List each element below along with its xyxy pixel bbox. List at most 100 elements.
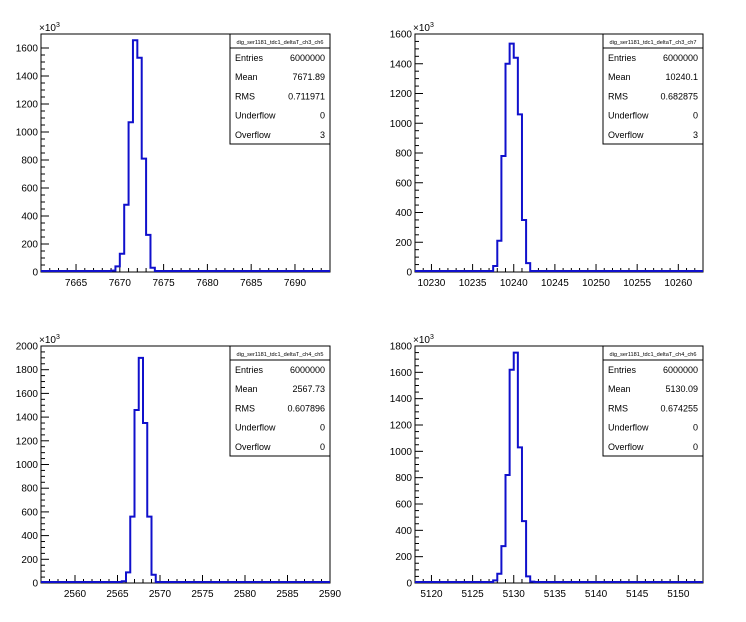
histogram-bin: [510, 44, 514, 272]
stats-value: 10240.1: [665, 72, 698, 82]
stats-label: Entries: [608, 365, 637, 375]
stats-label: Overflow: [235, 130, 271, 140]
histogram-bin: [497, 241, 501, 272]
x-tick-label: 10235: [459, 278, 487, 289]
y-tick-label: 800: [21, 156, 38, 167]
y-tick-label: 400: [395, 526, 412, 537]
stats-label: Underflow: [235, 423, 276, 433]
y-tick-label: 0: [32, 579, 38, 590]
histogram-bin: [130, 517, 134, 583]
histogram-bin: [126, 572, 130, 583]
y-tick-label: 1200: [390, 421, 413, 432]
x-tick-label: 5120: [420, 589, 443, 600]
x-tick-label: 7670: [109, 278, 132, 289]
y-tick-label: 400: [395, 208, 412, 219]
x-tick-label: 5125: [461, 589, 484, 600]
y-tick-label: 1400: [390, 394, 413, 405]
stats-histogram-name: dig_ser1181_tdc1_deltaT_ch4_ch5: [237, 352, 324, 358]
x-tick-label: 2575: [191, 589, 214, 600]
histogram-bin: [530, 582, 534, 583]
histogram-bin: [514, 58, 518, 272]
x-tick-label: 2560: [64, 589, 87, 600]
stats-value: 0.607896: [287, 403, 325, 413]
histogram-bin: [522, 521, 526, 583]
x-tick-label: 5145: [626, 589, 649, 600]
histogram-bin: [139, 358, 143, 583]
y-tick-label: 200: [21, 555, 38, 566]
stats-value: 0.711971: [288, 91, 325, 101]
histogram-bin: [518, 447, 522, 583]
stats-label: RMS: [235, 91, 255, 101]
stats-box: dig_ser1181_tdc1_deltaT_ch3_ch7 Entries 60…: [602, 33, 704, 145]
stats-label: Mean: [608, 72, 631, 82]
stats-value: 0: [693, 423, 698, 433]
histogram-bin: [135, 410, 139, 583]
stats-label: Mean: [235, 72, 258, 82]
y-tick-label: 1400: [390, 59, 413, 70]
stats-value: 2567.73: [292, 384, 325, 394]
y-exponent-label: ×103: [39, 22, 60, 34]
histogram-bin: [501, 156, 505, 272]
x-tick-label: 5130: [503, 589, 526, 600]
histogram-bin: [501, 546, 505, 583]
stats-box: dig_ser1181_tdc1_deltaT_ch4_ch5 Entries 60…: [229, 345, 331, 457]
y-tick-label: 600: [395, 178, 412, 189]
stats-label: Overflow: [608, 442, 644, 452]
histogram-bin: [120, 254, 124, 272]
x-tick-label: 10250: [582, 278, 610, 289]
stats-value: 7671.89: [292, 72, 325, 82]
y-exponent-label: ×103: [413, 22, 434, 34]
x-tick-label: 10245: [541, 278, 569, 289]
x-tick-label: 10260: [664, 278, 692, 289]
histogram-bin: [155, 271, 159, 272]
stats-histogram-name: dig_ser1181_tdc1_deltaT_ch3_ch7: [610, 40, 697, 46]
y-tick-label: 600: [395, 500, 412, 511]
y-tick-label: 200: [395, 552, 412, 563]
stats-label: Overflow: [608, 130, 644, 140]
stats-box-frame: [229, 345, 331, 457]
y-tick-label: 200: [395, 238, 412, 249]
histogram-bin: [530, 271, 534, 272]
histogram-bin: [150, 268, 154, 272]
stats-histogram-name: dig_ser1181_tdc1_deltaT_ch3_ch6: [237, 40, 324, 46]
y-tick-label: 200: [21, 240, 38, 251]
stats-label: RMS: [235, 403, 255, 413]
y-tick-label: 1600: [16, 44, 39, 55]
stats-value: 0: [693, 111, 698, 121]
y-tick-label: 1800: [16, 365, 39, 376]
y-tick-label: 1600: [390, 368, 413, 379]
histogram-bin: [526, 263, 530, 272]
stats-value: 6000000: [663, 365, 698, 375]
histogram-bin: [146, 235, 150, 272]
histogram-bin: [122, 581, 126, 583]
stats-value: 0.682875: [660, 91, 698, 101]
stats-label: RMS: [608, 91, 628, 101]
histogram-line: [415, 351, 703, 583]
y-tick-label: 1000: [16, 460, 39, 471]
histogram-bin: [156, 582, 160, 583]
x-tick-label: 2590: [319, 589, 342, 600]
histogram-bin: [514, 353, 518, 583]
x-tick-label: 7690: [284, 278, 307, 289]
y-tick-label: 1600: [390, 30, 413, 41]
y-tick-label: 600: [21, 184, 38, 195]
y-tick-label: 1000: [16, 128, 39, 139]
stats-histogram-name: dig_ser1181_tdc1_deltaT_ch4_ch6: [610, 352, 697, 358]
x-tick-label: 10230: [418, 278, 446, 289]
y-tick-label: 1400: [16, 72, 39, 83]
stats-box-frame: [229, 33, 331, 145]
x-tick-label: 10255: [623, 278, 651, 289]
stats-value: 0: [320, 423, 325, 433]
histogram-bin: [510, 370, 514, 583]
histogram-panel-1: 0 200 400 600 800 1000 1200 1400 1600 7665 7670 767…: [16, 22, 331, 289]
stats-label: Underflow: [608, 423, 649, 433]
x-tick-label: 2565: [106, 589, 129, 600]
y-tick-label: 1200: [16, 100, 39, 111]
stats-box-frame: [602, 345, 704, 457]
histogram-panel-3: 0 200 400 600 800 1000 1200 1400 1600 1800 2000 256…: [16, 334, 342, 600]
stats-value: 5130.09: [665, 384, 698, 394]
histogram-bin: [137, 58, 141, 272]
stats-value: 3: [693, 130, 698, 140]
histogram-line: [415, 42, 703, 272]
stats-value: 0: [693, 442, 698, 452]
